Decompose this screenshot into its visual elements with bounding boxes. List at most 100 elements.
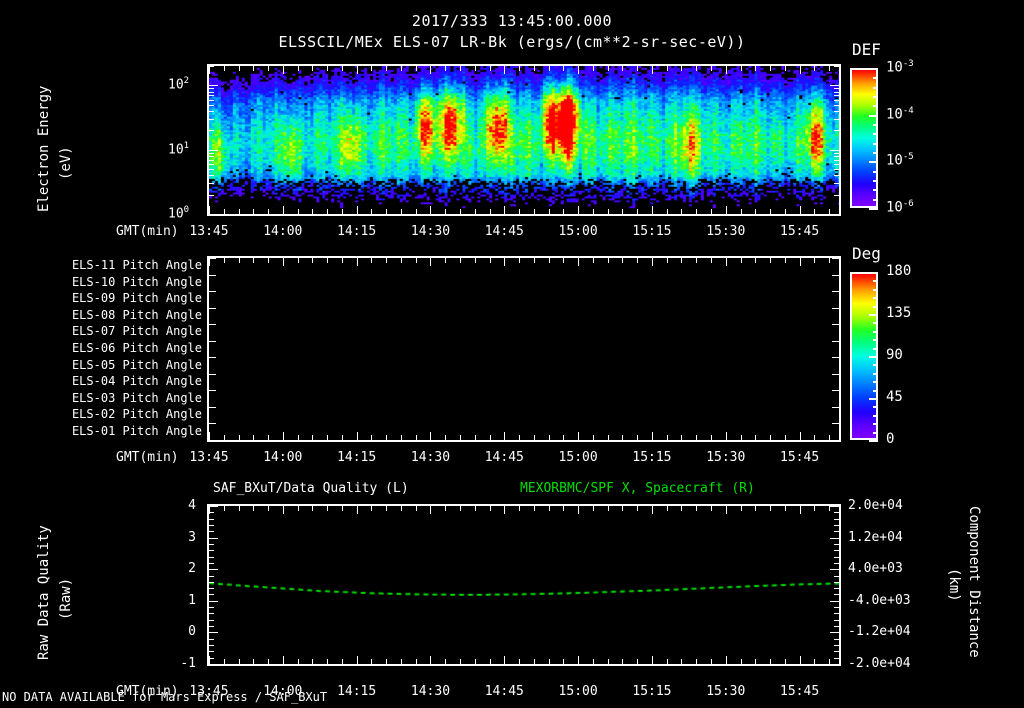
colorbar-label: 10-4: [886, 105, 914, 123]
xtick-label: 15:15: [632, 684, 672, 699]
colorbar-tick: [873, 288, 878, 291]
colorbar-label: 45: [886, 389, 903, 405]
ytick-label-left: 0: [188, 624, 196, 640]
xtick-label: 14:15: [337, 684, 377, 699]
xtick-label: 15:45: [780, 224, 820, 239]
colorbar-tick: [873, 364, 878, 367]
ytick-label-right: 1.2e+04: [848, 529, 903, 545]
ytick-label-right: -4.0e+03: [848, 592, 911, 608]
colorbar-tick: [873, 170, 878, 173]
xtick-label: 14:15: [337, 450, 377, 465]
colorbar-label: 10-3: [886, 59, 914, 76]
pitch-angle-row-label: ELS-01 Pitch Angle: [71, 423, 202, 438]
ytick-label-left: 1: [188, 592, 196, 608]
pitch-angle-row-label: ELS-06 Pitch Angle: [71, 341, 202, 355]
xtick-label: 14:00: [263, 684, 303, 699]
colorbar-tick: [869, 398, 878, 400]
xtick-label: 14:00: [263, 224, 303, 239]
xtick-label: 15:45: [780, 684, 820, 699]
colorbar-tick: [873, 347, 878, 350]
colorbar-tick: [869, 272, 878, 274]
pitch-angle-row-label: ELS-10 Pitch Angle: [71, 274, 202, 289]
pitch-angle-panel[interactable]: [207, 256, 841, 442]
colorbar-tick: [873, 406, 878, 409]
xtick-label: 14:45: [484, 684, 524, 699]
ytick-label-left: -1: [180, 656, 196, 671]
colorbar-label: 135: [886, 305, 912, 321]
colorbar-tick: [869, 314, 878, 316]
bottom-xaxis-label: GMT(min): [116, 684, 179, 699]
deg-colorbar-title: Deg: [852, 244, 881, 263]
ytick-label-left: 2: [188, 561, 196, 577]
colorbar-tick: [873, 372, 878, 375]
ytick-label: 100: [168, 205, 190, 222]
xtick-label: 13:45: [189, 450, 229, 465]
xtick-label: 14:30: [410, 684, 451, 699]
ytick-label-left: 4: [188, 498, 196, 513]
colorbar-tick: [873, 133, 878, 136]
colorbar-tick: [869, 114, 878, 117]
bottom-title-right: MEXORBMC/SPF X, Spacecraft (R): [520, 481, 755, 496]
pitch-angle-row-label: ELS-08 Pitch Angle: [71, 307, 202, 322]
colorbar-tick: [869, 68, 878, 70]
colorbar-tick: [869, 208, 878, 210]
bottom-yunits-right: (km): [946, 568, 962, 602]
spectrogram-image: [209, 66, 839, 214]
colorbar-tick: [873, 142, 878, 145]
colorbar-tick: [873, 389, 878, 392]
colorbar-tick: [873, 297, 878, 300]
xtick-label: 13:45: [189, 224, 229, 239]
def-colorbar-title: DEF: [852, 40, 881, 59]
ytick-label-left: 3: [188, 529, 196, 545]
colorbar-tick: [873, 330, 878, 333]
xtick-label: 15:30: [706, 224, 746, 239]
spectrogram-xaxis-label: GMT(min): [116, 224, 179, 239]
colorbar-tick: [869, 356, 878, 358]
pitch-angle-row-label: ELS-07 Pitch Angle: [71, 324, 202, 339]
plot-timestamp: 2017/333 13:45:00.000: [411, 12, 613, 30]
xtick-label: 15:00: [558, 684, 598, 699]
colorbar-tick: [869, 161, 878, 164]
colorbar-tick: [873, 124, 878, 126]
xtick-label: 15:15: [632, 450, 672, 465]
pitch-angle-xaxis-label: GMT(min): [116, 450, 179, 465]
xtick-label: 15:00: [558, 450, 598, 465]
spectrogram-ylabel: Electron Energy: [36, 85, 52, 212]
ytick-label-right: -1.2e+04: [848, 624, 911, 640]
xtick-label: 15:00: [558, 224, 598, 239]
colorbar-tick: [873, 77, 878, 80]
xtick-label: 14:45: [484, 224, 524, 239]
ytick-label-right: -2.0e+04: [848, 656, 911, 671]
pitch-angle-row-label: ELS-11 Pitch Angle: [71, 258, 202, 273]
colorbar-tick: [873, 180, 878, 182]
plot-subtitle: ELSSCIL/MEx ELS-07 LR-Bk (ergs/(cm**2-sr…: [278, 33, 746, 51]
xtick-label: 13:45: [189, 684, 229, 699]
colorbar-tick: [873, 431, 878, 434]
ytick-label: 101: [168, 140, 190, 157]
colorbar-label: 0: [886, 431, 895, 447]
colorbar-tick: [873, 381, 878, 384]
spacecraft-distance-trace: [209, 506, 839, 664]
data-quality-panel[interactable]: [207, 504, 841, 666]
colorbar-label: 10-5: [886, 152, 914, 169]
colorbar-tick: [873, 105, 878, 108]
bottom-title-left: SAF_BXuT/Data Quality (L): [213, 481, 409, 496]
colorbar-tick: [873, 86, 878, 89]
ytick-label: 102: [168, 76, 190, 93]
xtick-label: 14:30: [410, 224, 451, 239]
colorbar-tick: [873, 280, 878, 283]
xtick-label: 14:15: [337, 224, 377, 239]
pitch-angle-row-label: ELS-04 Pitch Angle: [71, 374, 202, 389]
xtick-label: 15:30: [706, 450, 746, 465]
xtick-label: 14:45: [484, 450, 524, 465]
bottom-yunits-left: (Raw): [58, 577, 74, 620]
colorbar-tick: [873, 423, 878, 426]
colorbar-tick: [873, 96, 878, 98]
pitch-angle-row-label: ELS-03 Pitch Angle: [71, 390, 202, 405]
colorbar-label: 180: [886, 263, 912, 279]
colorbar-tick: [873, 305, 878, 308]
spectrogram-panel[interactable]: [207, 64, 841, 216]
colorbar-tick: [873, 152, 878, 154]
def-colorbar[interactable]: [850, 68, 878, 208]
xtick-label: 15:45: [780, 450, 820, 465]
